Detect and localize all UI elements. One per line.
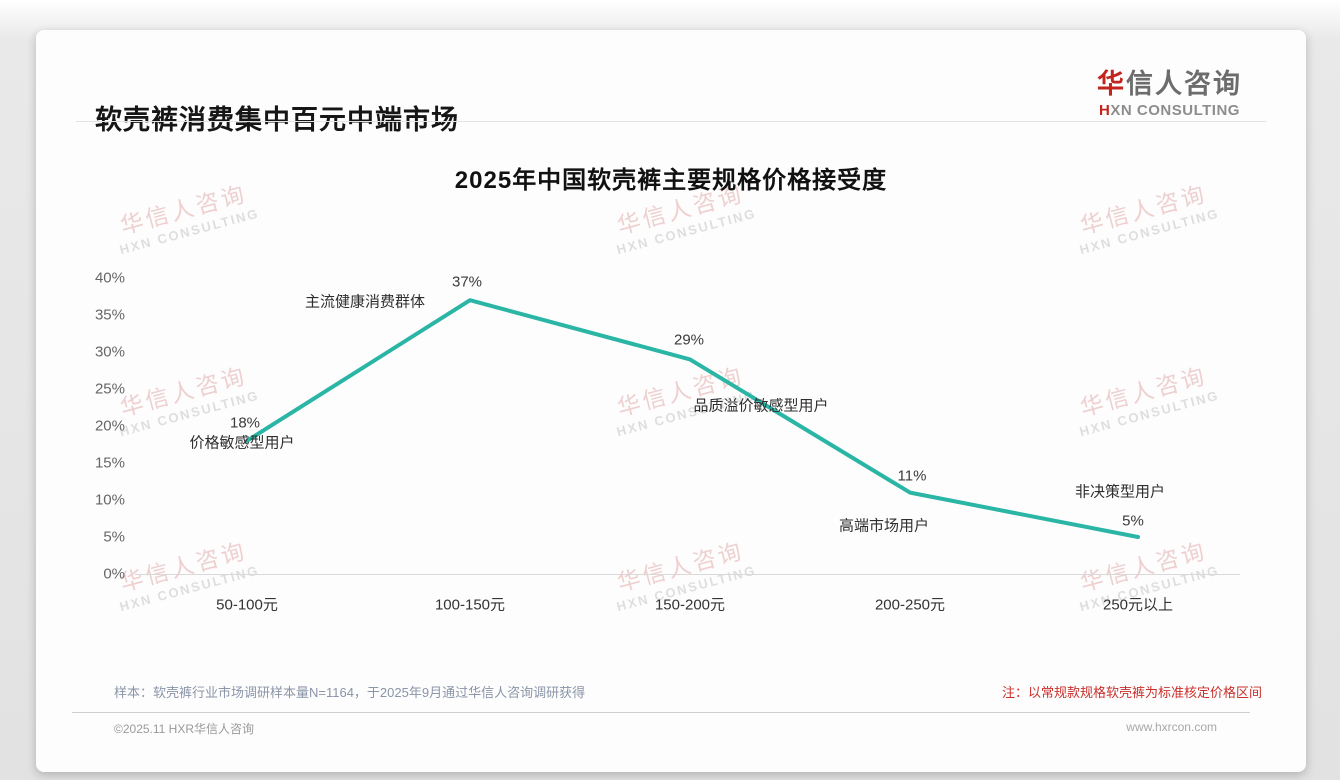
x-axis-label: 50-100元 xyxy=(216,596,278,614)
x-axis-label: 150-200元 xyxy=(654,596,726,614)
group-annotation: 非决策型用户 xyxy=(1074,483,1166,501)
x-axis-label: 100-150元 xyxy=(434,596,506,614)
y-axis-tick: 0% xyxy=(103,565,125,583)
trend-line xyxy=(245,298,1140,539)
x-axis-label: 200-250元 xyxy=(874,596,946,614)
trend-line-svg xyxy=(245,298,1140,539)
copyright: ©2025.11 HXR华信人咨询 xyxy=(114,722,254,736)
x-axis-label: 250元以上 xyxy=(1102,596,1174,614)
y-axis-tick: 25% xyxy=(94,380,125,398)
y-axis-tick: 30% xyxy=(94,343,125,361)
group-annotation: 价格敏感型用户 xyxy=(189,434,295,452)
website-url: www.hxrcon.com xyxy=(1126,720,1217,734)
y-axis-tick: 35% xyxy=(94,306,125,324)
y-axis-tick: 40% xyxy=(94,269,125,287)
value-label: 29% xyxy=(673,331,705,349)
company-logo: 华信人咨询 HXN CONSULTING xyxy=(1097,62,1242,119)
value-label: 37% xyxy=(451,273,483,291)
logo-chinese-name: 华信人咨询 xyxy=(1097,62,1242,101)
header-divider xyxy=(76,121,1266,122)
logo-cn-rest: 信人咨询 xyxy=(1126,69,1242,99)
sample-note: 样本：软壳裤行业市场调研样本量N=1164，于2025年9月通过华信人咨询调研获… xyxy=(114,685,586,700)
page-title: 软壳裤消费集中百元中端市场 xyxy=(95,105,459,135)
y-axis-tick: 20% xyxy=(94,417,125,435)
y-axis-tick: 10% xyxy=(94,491,125,509)
logo-en-rest: XN CONSULTING xyxy=(1110,102,1240,119)
value-label: 18% xyxy=(229,414,261,432)
price-note: 注：以常规款规格软壳裤为标准核定价格区间 xyxy=(1001,685,1262,700)
group-annotation: 品质溢价敏感型用户 xyxy=(693,397,829,415)
logo-en-accent: H xyxy=(1099,102,1111,119)
y-axis-tick: 5% xyxy=(103,528,125,546)
group-annotation: 高端市场用户 xyxy=(838,517,930,535)
footer-divider xyxy=(72,712,1250,713)
value-label: 5% xyxy=(1122,512,1144,530)
logo-english-name: HXN CONSULTING xyxy=(1097,102,1242,119)
chart-title: 2025年中国软壳裤主要规格价格接受度 xyxy=(454,167,888,194)
chart-canvas: 2025年中国软壳裤主要规格价格接受度 0% 5% 10% 15% 20% 25% 30% 3… xyxy=(36,30,1306,772)
y-axis-tick: 15% xyxy=(94,454,125,472)
report-card: 软壳裤消费集中百元中端市场 华信人咨询 HXN CONSULTING 华信人咨询… xyxy=(36,30,1306,772)
group-annotation: 主流健康消费群体 xyxy=(304,293,426,311)
logo-cn-accent: 华 xyxy=(1097,69,1126,99)
x-axis-line xyxy=(135,574,1240,575)
value-label: 11% xyxy=(897,467,927,485)
